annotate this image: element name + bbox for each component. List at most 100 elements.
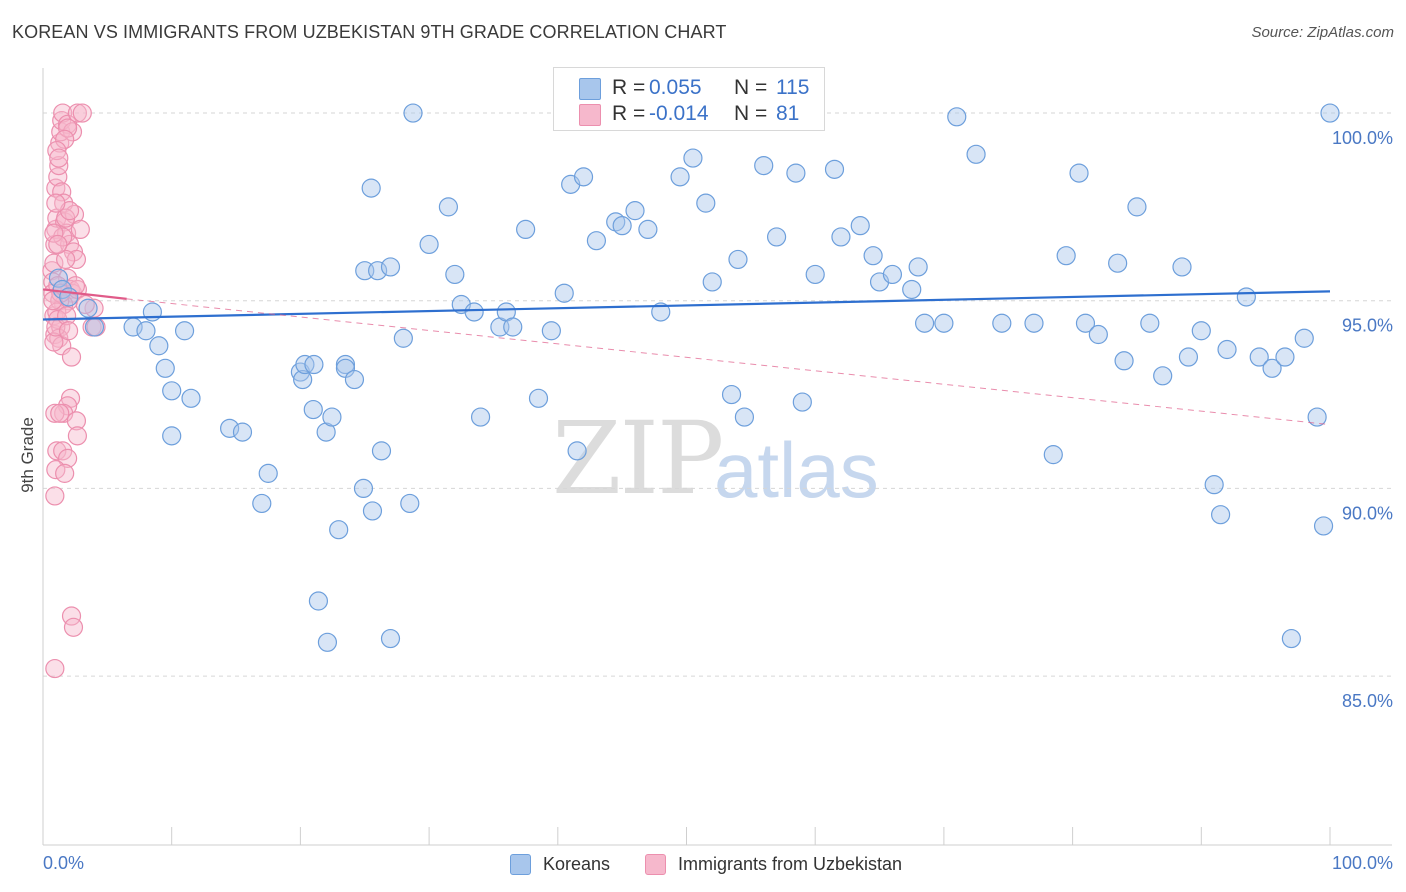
korean-point bbox=[1127, 197, 1147, 217]
korean-point bbox=[344, 369, 365, 390]
legend-koreans[interactable]: Koreans bbox=[510, 854, 610, 875]
korean-point bbox=[317, 632, 338, 652]
korean-point bbox=[503, 317, 523, 337]
korean-point bbox=[1178, 347, 1199, 367]
korean-trend-line bbox=[42, 290, 1331, 321]
korean-point bbox=[863, 246, 883, 266]
koreans-n-label: N = bbox=[734, 76, 768, 99]
korean-point bbox=[1294, 328, 1314, 348]
uzbek-point bbox=[66, 249, 87, 270]
korean-point bbox=[1088, 324, 1108, 345]
korean-point bbox=[805, 264, 825, 285]
korean-point bbox=[1056, 246, 1076, 266]
uzbek-point bbox=[56, 249, 76, 270]
axes bbox=[42, 68, 1392, 846]
korean-point bbox=[304, 354, 324, 375]
korean-point bbox=[308, 591, 329, 611]
uzbek-r-label: R = bbox=[612, 102, 646, 125]
x-tick-label-min: 0.0% bbox=[43, 853, 84, 873]
korean-point bbox=[470, 407, 491, 427]
koreans-n-value: 115 bbox=[776, 76, 810, 99]
korean-point bbox=[721, 384, 742, 405]
korean-point bbox=[792, 392, 812, 412]
axis-labels: 85.0% 90.0% 95.0% 100.0% 0.0% 100.0% 9th Grade bbox=[18, 128, 1393, 873]
korean-point bbox=[850, 216, 870, 236]
uzbek-points bbox=[42, 103, 106, 679]
uzbek-point bbox=[63, 242, 84, 262]
korean-point bbox=[393, 328, 413, 348]
uzbek-point bbox=[67, 426, 88, 446]
y-tick-label: 95.0% bbox=[1342, 316, 1393, 336]
korean-point bbox=[754, 155, 774, 176]
uzbek-point bbox=[57, 448, 78, 468]
uzbek-point bbox=[44, 223, 64, 243]
uzbek-point bbox=[57, 306, 77, 326]
korean-point bbox=[362, 501, 383, 521]
korean-point bbox=[1262, 358, 1282, 378]
korean-point bbox=[136, 321, 156, 341]
korean-point bbox=[258, 463, 278, 483]
korean-points bbox=[48, 103, 1340, 652]
korean-point bbox=[625, 201, 645, 221]
legend-row-uzbek: R = -0.014 N = 81 bbox=[554, 100, 824, 128]
korean-point bbox=[1153, 366, 1173, 386]
korean-point bbox=[1281, 628, 1301, 649]
korean-point bbox=[786, 163, 806, 183]
uzbek-point bbox=[66, 411, 87, 431]
uzbek-swatch bbox=[579, 104, 601, 126]
korean-point bbox=[947, 107, 967, 127]
korean-point bbox=[303, 399, 323, 420]
korean-point bbox=[528, 388, 549, 408]
korean-point bbox=[992, 313, 1012, 333]
uzbek-point bbox=[48, 234, 68, 255]
korean-point bbox=[252, 493, 272, 514]
legend-koreans-label: Koreans bbox=[543, 854, 611, 874]
korean-point bbox=[1307, 407, 1327, 427]
x-tick-label-max: 100.0% bbox=[1332, 853, 1393, 873]
uzbek-point bbox=[43, 291, 63, 311]
korean-point bbox=[380, 628, 401, 649]
y-tick-label: 100.0% bbox=[1332, 128, 1393, 148]
korean-point bbox=[353, 478, 374, 499]
uzbek-point bbox=[55, 129, 75, 149]
korean-point bbox=[902, 279, 922, 300]
korean-point bbox=[573, 167, 594, 187]
koreans-swatch bbox=[579, 78, 601, 100]
korean-point bbox=[174, 321, 195, 341]
korean-point bbox=[84, 317, 105, 337]
y-axis-title: 9th Grade bbox=[18, 417, 37, 493]
korean-point bbox=[554, 283, 574, 303]
uzbek-point bbox=[49, 148, 69, 168]
uzbek-point bbox=[70, 219, 90, 240]
korean-point bbox=[586, 231, 607, 251]
korean-point bbox=[1075, 313, 1096, 333]
koreans-r-label: R = bbox=[612, 76, 646, 99]
uzbek-trend-extension bbox=[126, 298, 1331, 426]
uzbek-point bbox=[45, 486, 65, 506]
korean-point bbox=[1114, 351, 1134, 371]
uzbek-point bbox=[55, 463, 75, 483]
korean-point bbox=[1024, 313, 1044, 333]
legend-uzbek[interactable]: Immigrants from Uzbekistan bbox=[645, 854, 902, 875]
korean-point bbox=[567, 441, 587, 461]
korean-point bbox=[403, 103, 423, 123]
korean-point bbox=[1217, 339, 1237, 360]
korean-point bbox=[612, 216, 632, 236]
uzbek-point bbox=[57, 118, 78, 138]
korean-point bbox=[438, 197, 459, 217]
uzbek-n-label: N = bbox=[734, 102, 768, 125]
koreans-r-value: 0.055 bbox=[649, 76, 702, 99]
korean-point bbox=[670, 167, 690, 187]
korean-point bbox=[831, 227, 851, 247]
korean-point bbox=[1191, 321, 1211, 341]
uzbek-point bbox=[67, 103, 88, 123]
korean-point bbox=[728, 249, 748, 270]
korean-point bbox=[52, 279, 72, 300]
uzbek-point bbox=[46, 193, 66, 213]
uzbek-point bbox=[47, 140, 67, 161]
korean-point bbox=[882, 264, 903, 285]
uzbek-r-value: -0.014 bbox=[649, 102, 709, 125]
uzbek-point bbox=[49, 155, 69, 176]
uzbek-trend-line bbox=[42, 288, 127, 300]
